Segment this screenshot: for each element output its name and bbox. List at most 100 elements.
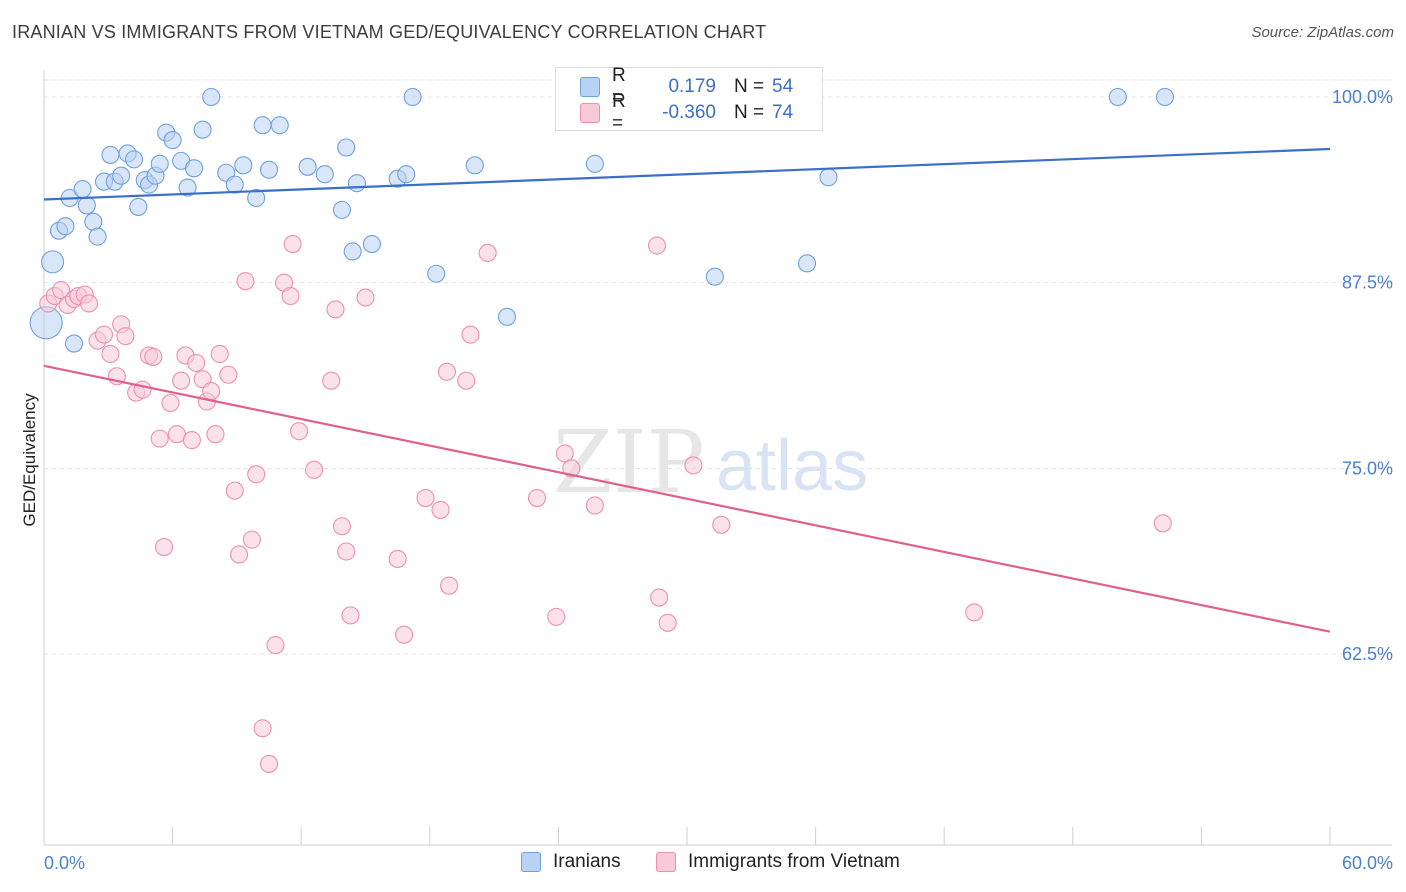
vietnam-point [684,456,703,475]
watermark-atlas: atlas [716,426,868,506]
legend-row-iranians: R = 0.179 N = 54 [580,65,794,108]
legend-r-label: R = [612,65,626,108]
x-tick-label: 0.0% [44,853,85,873]
vietnam-point [431,500,450,519]
legend-r-label: R = [612,91,626,134]
legend-item-vietnam: Immigrants from Vietnam [656,851,900,873]
iranians-point [705,267,724,286]
correlation-legend: R = 0.179 N = 54 R = -0.360 N = 74 [555,65,823,134]
y-tick-label: 100.0% [1332,87,1393,107]
vietnam-point [202,382,221,401]
vietnam-point [219,365,238,384]
vietnam-point [547,607,566,626]
iranians-point [343,242,362,261]
y-tick-label: 87.5% [1342,273,1393,293]
vietnam-trend-line [43,364,1331,633]
legend-row-vietnam: R = -0.360 N = 74 [580,91,794,134]
vietnam-point [356,288,375,307]
vietnam-point [388,549,407,568]
iranians-trend-line [43,147,1331,201]
legend-n-value: 54 [772,76,794,97]
iranians-point [234,156,253,175]
iranians-point [178,178,197,197]
iranians-point [1108,87,1127,107]
iranians-point [56,217,75,236]
legend-label-iranians: Iranians [553,851,621,872]
vietnam-point [965,603,984,622]
vietnam-point [283,234,302,254]
vietnam-point [229,545,249,564]
iranians-point [41,250,65,274]
vietnam-point [182,431,201,450]
vietnam-point [650,588,669,607]
vietnam-point [101,344,120,364]
legend-n-value: 74 [772,102,794,123]
iranians-point [332,200,351,219]
vietnam-point [416,488,435,508]
iranians-point [193,120,212,139]
vietnam-point [712,515,731,534]
iranians-point [347,174,366,193]
series-legend: Iranians Immigrants from Vietnam [0,851,1406,877]
vietnam-point [172,371,191,390]
iranians-point [77,196,96,215]
vietnam-point [527,488,547,508]
iranians-point [163,131,182,150]
tick-labels: 62.5% 75.0% 87.5% 100.0% 0.0% 60.0% [44,87,1393,873]
legend-swatch-iranians [580,77,600,97]
iranians-point [247,188,266,208]
vietnam-point [1153,514,1172,533]
vietnam-point [562,459,581,478]
vietnam-point [94,325,114,344]
iranians-point [797,254,817,273]
iranians-point [101,145,120,164]
vietnam-point [133,380,152,399]
iranians-point [88,227,107,246]
vietnam-point [225,481,244,500]
legend-n-label: N = [734,102,765,123]
legend-swatch-iranians [521,852,541,872]
vietnam-point [253,719,272,738]
vietnam-point [150,429,169,448]
iranians-point [270,116,289,135]
iranians-point [298,157,317,176]
vietnam-point [161,393,180,413]
iranians-point [585,154,604,173]
vietnam-point [585,496,604,515]
legend-r-value: -0.360 [662,102,716,123]
vietnam-point [154,538,174,557]
legend-label-vietnam: Immigrants from Vietnam [688,851,900,872]
vietnam-point [290,422,309,441]
vietnam-point [437,362,456,381]
iranians-point [184,159,204,178]
iranians-point [465,156,484,175]
iranians-point [259,160,279,179]
vietnam-point [326,300,345,319]
vietnam-point [116,327,135,346]
vietnam-point [440,576,459,595]
vietnam-point [247,465,266,484]
chart-title: IRANIAN VS IMMIGRANTS FROM VIETNAM GED/E… [12,22,767,42]
iranians-point [427,264,446,283]
vietnam-point [281,286,300,306]
vietnam-point [266,636,285,655]
vietnam-point [206,425,225,444]
iranians-point [819,168,838,187]
legend-item-iranians: Iranians [521,851,621,873]
vietnam-point [395,625,414,644]
vietnam-point [259,754,279,773]
iranians-point [253,116,272,135]
vietnam-point [242,530,261,549]
vietnam-point [461,325,480,344]
vietnam-point [79,294,99,313]
vietnam-point [210,344,229,364]
trend-lines [43,147,1331,633]
legend-swatch-vietnam [656,852,676,872]
iranians-point [403,87,422,107]
iranians-point [397,165,416,184]
vietnam-point [144,347,163,366]
chart-source: Source: ZipAtlas.com [1251,24,1394,41]
iranians-point [202,87,221,107]
legend-swatch-vietnam [580,103,600,123]
